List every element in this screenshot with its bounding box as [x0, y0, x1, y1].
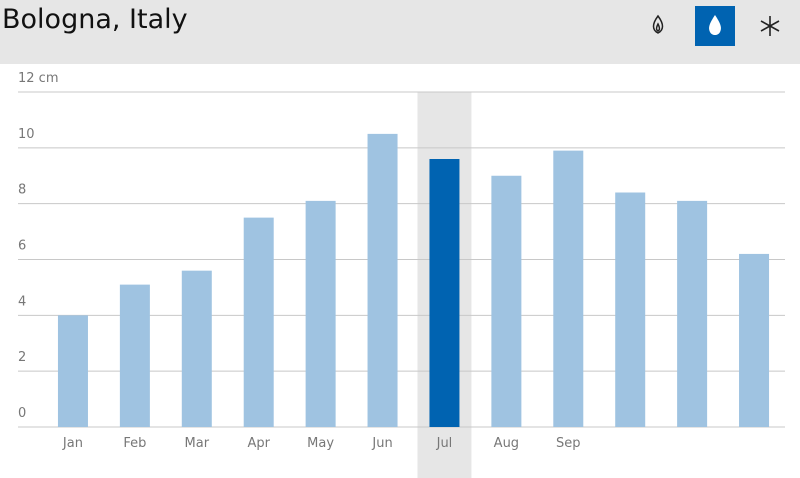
bar: [677, 200, 708, 427]
x-tick-label: Apr: [247, 436, 270, 451]
bar: [615, 192, 646, 427]
location-title: Bologna, Italy: [2, 4, 188, 35]
x-tick-label: May: [307, 436, 334, 451]
bar: [429, 159, 460, 427]
temperature-button[interactable]: [652, 14, 664, 34]
y-tick-label: 4: [18, 294, 26, 309]
bar: [119, 284, 150, 427]
x-tick-label: Feb: [123, 436, 146, 451]
bar: [243, 217, 274, 427]
snow-button[interactable]: [760, 16, 780, 36]
bar: [739, 253, 770, 427]
bar: [491, 175, 522, 427]
y-tick-label: 12 cm: [18, 71, 59, 86]
bar: [57, 315, 88, 427]
x-tick-label: Jun: [371, 436, 392, 451]
y-tick-label: 0: [18, 406, 26, 421]
x-tick-label: Aug: [494, 436, 519, 451]
bar: [305, 200, 336, 427]
bar: [367, 133, 398, 427]
y-tick-label: 8: [18, 183, 26, 198]
x-tick-label: Jan: [62, 436, 83, 451]
toolbar: [652, 6, 780, 46]
x-tick-label: Sep: [556, 436, 581, 451]
y-tick-label: 6: [18, 239, 26, 254]
x-tick-label: Jul: [436, 436, 453, 451]
precipitation-button[interactable]: [695, 6, 735, 46]
y-tick-label: 2: [18, 350, 26, 365]
header: Bologna, Italy: [0, 0, 800, 64]
y-tick-label: 10: [18, 127, 35, 142]
bar: [181, 270, 212, 427]
x-tick-label: Mar: [185, 436, 210, 451]
bar: [553, 150, 584, 427]
